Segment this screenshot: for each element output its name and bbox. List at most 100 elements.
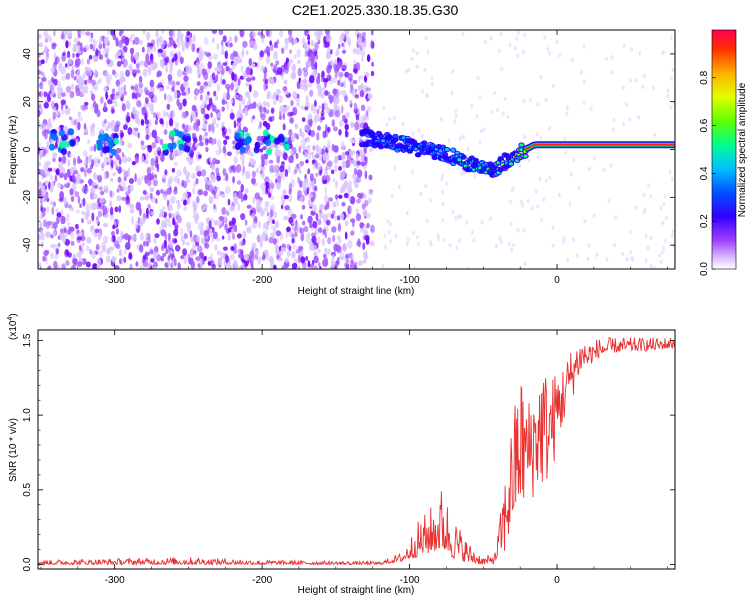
noise-mark: [177, 50, 181, 59]
noise-mark: [87, 155, 92, 165]
noise-mark: [393, 165, 397, 171]
noise-mark: [312, 220, 318, 229]
noise-mark: [297, 60, 301, 64]
noise-mark: [244, 110, 249, 116]
noise-mark: [204, 137, 209, 146]
noise-mark: [415, 235, 419, 240]
noise-mark: [65, 72, 71, 80]
noise-mark: [558, 53, 561, 58]
noise-mark: [81, 218, 84, 224]
colorbar-tick-label: 0.4: [699, 166, 710, 180]
noise-mark: [350, 230, 355, 236]
noise-mark: [270, 196, 275, 201]
noise-mark: [231, 62, 236, 70]
noise-mark: [140, 232, 144, 242]
noise-mark: [441, 189, 445, 195]
noise-mark: [384, 244, 388, 250]
noise-mark: [187, 253, 191, 262]
noise-mark: [271, 115, 275, 122]
noise-mark: [39, 150, 43, 160]
noise-mark: [465, 266, 469, 269]
noise-mark: [249, 103, 255, 109]
noise-mark: [242, 194, 248, 201]
noise-mark: [63, 172, 68, 181]
noise-mark: [149, 186, 154, 193]
noise-mark: [203, 81, 208, 87]
noise-mark: [441, 173, 445, 179]
track-mark: [430, 144, 435, 148]
noise-mark: [167, 221, 173, 228]
noise-mark: [195, 165, 202, 172]
noise-mark: [72, 52, 75, 59]
noise-mark: [322, 229, 325, 236]
noise-mark: [221, 79, 226, 85]
noise-mark: [189, 150, 194, 158]
noise-mark: [327, 145, 330, 152]
noise-mark: [670, 76, 674, 81]
noise-mark: [242, 40, 248, 48]
noise-mark: [58, 156, 62, 163]
noise-mark: [630, 256, 634, 261]
noise-mark: [355, 114, 360, 121]
noise-mark: [222, 92, 228, 100]
noise-mark: [82, 150, 88, 158]
noise-mark: [193, 88, 200, 96]
noise-mark: [153, 112, 157, 119]
noise-mark: [147, 179, 152, 187]
cluster-mark: [239, 146, 246, 154]
noise-mark: [70, 69, 75, 79]
noise-mark: [229, 205, 235, 212]
noise-mark: [323, 78, 329, 83]
noise-mark: [242, 70, 247, 80]
noise-mark: [319, 266, 322, 269]
noise-mark: [206, 94, 210, 100]
noise-mark: [107, 99, 113, 105]
noise-mark: [92, 181, 98, 186]
noise-mark: [78, 244, 82, 252]
noise-mark: [276, 155, 280, 164]
noise-mark: [670, 233, 674, 239]
noise-mark: [183, 233, 188, 240]
noise-mark: [160, 119, 164, 125]
noise-mark: [217, 64, 223, 72]
noise-mark: [114, 100, 118, 108]
noise-mark: [267, 187, 273, 194]
noise-mark: [57, 91, 62, 100]
noise-mark: [356, 198, 361, 204]
noise-mark: [562, 236, 566, 241]
noise-mark: [275, 230, 282, 237]
noise-mark: [522, 49, 525, 55]
noise-mark: [290, 99, 294, 107]
noise-mark: [161, 30, 165, 34]
noise-mark: [256, 234, 261, 243]
cluster-mark: [254, 141, 261, 149]
noise-mark: [40, 198, 43, 205]
noise-mark: [302, 67, 308, 72]
noise-mark: [235, 164, 242, 173]
noise-mark: [329, 94, 334, 104]
noise-mark: [589, 106, 593, 112]
noise-mark: [309, 75, 315, 84]
noise-mark: [332, 177, 336, 183]
noise-mark: [323, 103, 329, 110]
noise-mark: [148, 102, 153, 111]
noise-mark: [276, 238, 280, 243]
noise-mark: [413, 266, 417, 269]
noise-mark: [200, 169, 207, 177]
noise-mark: [112, 225, 116, 230]
noise-mark: [175, 244, 181, 252]
noise-mark: [283, 215, 289, 221]
noise-mark: [87, 77, 93, 84]
noise-mark: [146, 152, 149, 160]
noise-mark: [457, 238, 461, 243]
noise-mark: [214, 95, 219, 101]
noise-mark: [73, 37, 80, 44]
noise-mark: [315, 172, 319, 177]
noise-mark: [153, 266, 157, 269]
noise-mark: [565, 111, 569, 116]
noise-mark: [354, 94, 360, 99]
noise-mark: [171, 167, 176, 173]
noise-mark: [341, 162, 345, 169]
noise-mark: [508, 199, 512, 204]
cluster-mark: [170, 142, 177, 150]
